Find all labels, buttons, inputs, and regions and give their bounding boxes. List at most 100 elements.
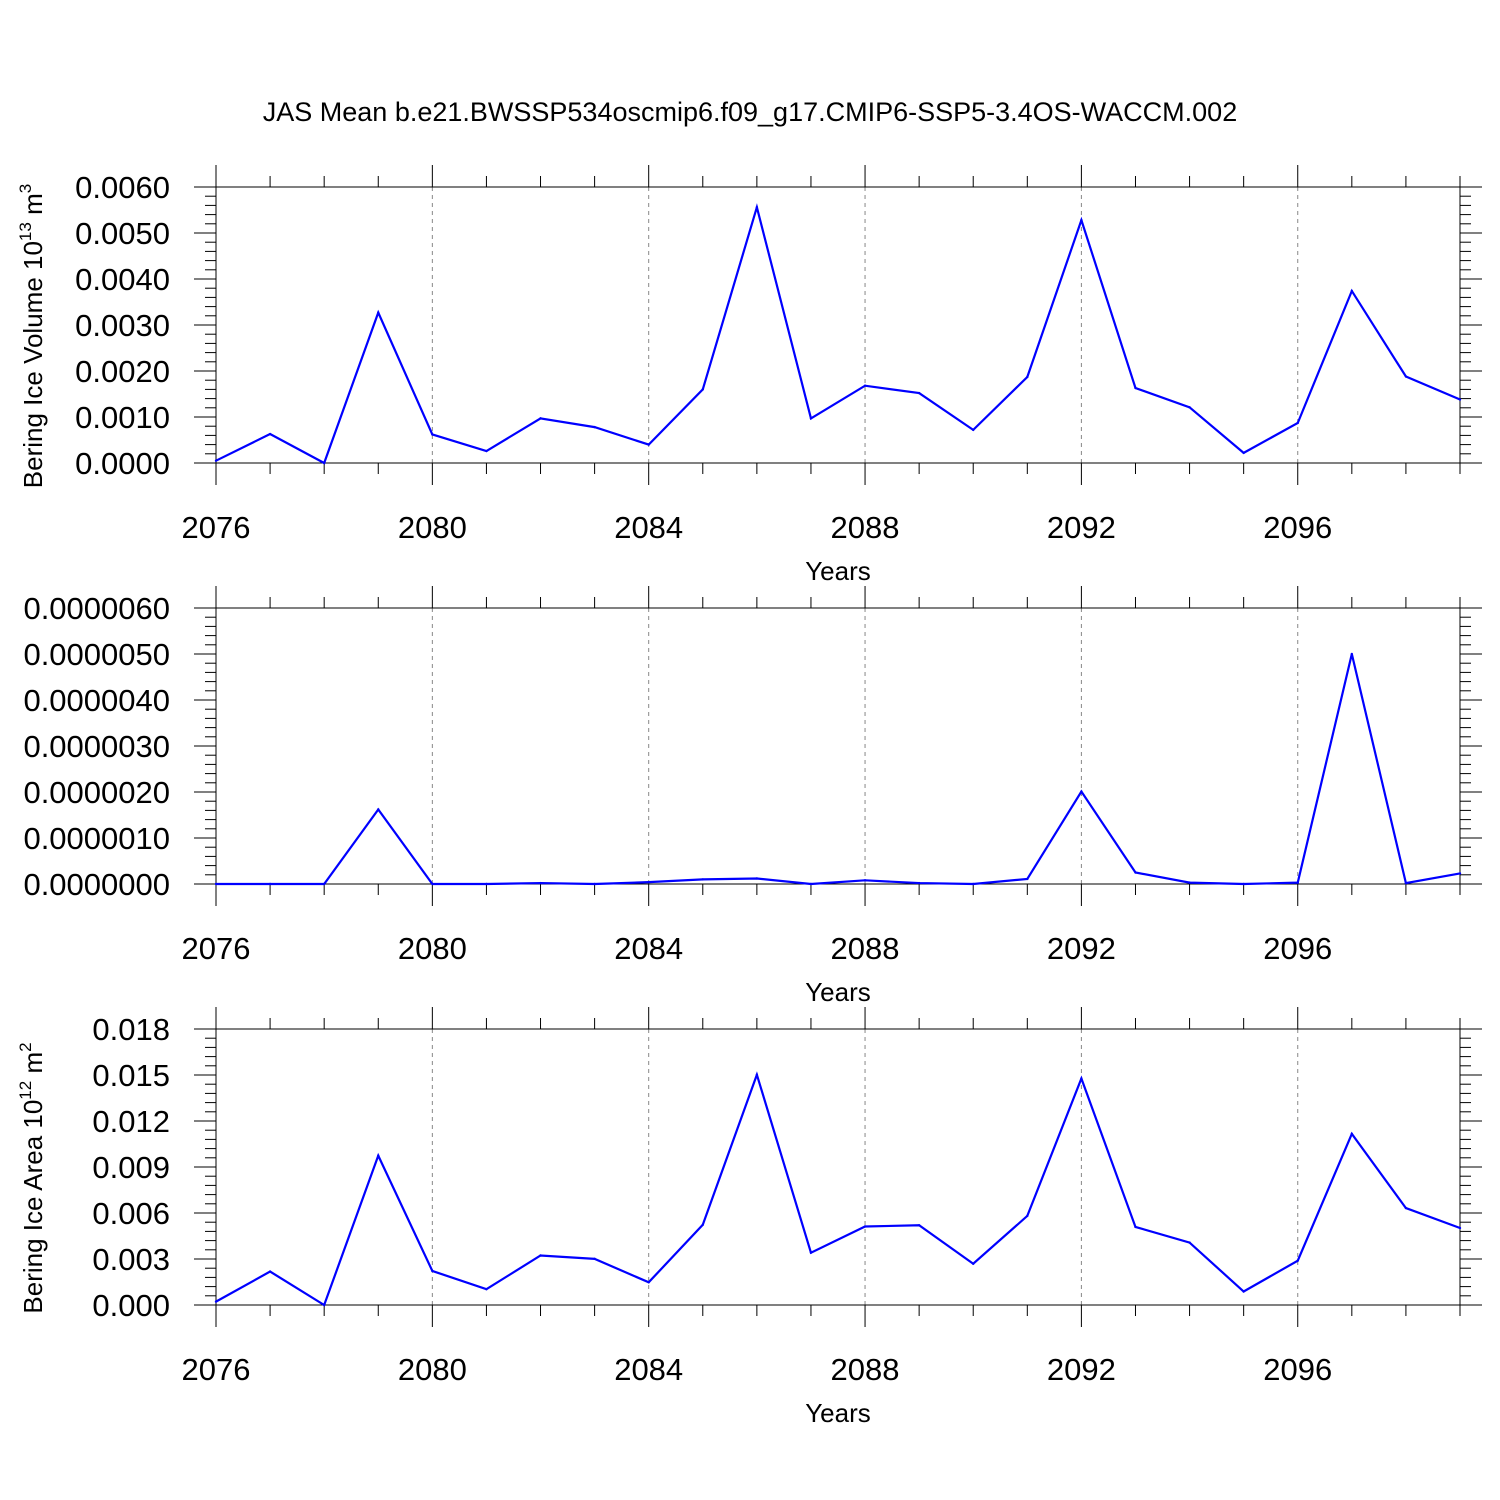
data-point xyxy=(701,1223,704,1227)
x-tick-label: 2096 xyxy=(1263,510,1332,545)
data-point xyxy=(972,1262,975,1265)
data-point xyxy=(322,461,326,465)
area-panel: 0.000 0.003 0.006 0.009 0.012 0.015 0.018 2076 2… xyxy=(16,1007,1482,1428)
data-point xyxy=(755,1073,759,1076)
y-tick-label: 0.000 xyxy=(92,1288,170,1323)
data-point xyxy=(593,1257,596,1261)
y-tick-label: 0.018 xyxy=(92,1012,170,1047)
x-tick-label: 2080 xyxy=(398,931,467,966)
data-point xyxy=(485,449,488,453)
chart-title: JAS Mean b.e21.BWSSP534oscmip6.f09_g17.C… xyxy=(263,97,1237,127)
y-tick-label: 0.0030 xyxy=(75,308,170,343)
x-tick-label: 2084 xyxy=(614,931,683,966)
data-point xyxy=(917,881,921,885)
data-point xyxy=(1080,790,1083,793)
y-tick-label: 0.006 xyxy=(92,1196,170,1231)
x-tick-label: 2092 xyxy=(1047,931,1116,966)
x-tick-label: 2084 xyxy=(614,1352,683,1387)
data-point xyxy=(485,1288,488,1291)
data-point xyxy=(1080,1077,1083,1080)
data-point xyxy=(647,1281,650,1284)
data-point xyxy=(1350,289,1354,293)
data-point xyxy=(1026,1214,1029,1218)
x-tick-label: 2092 xyxy=(1047,1352,1116,1387)
data-point xyxy=(1188,1241,1191,1244)
x-tick-label: 2080 xyxy=(398,1352,467,1387)
x-tick-label: 2076 xyxy=(182,931,251,966)
data-point xyxy=(1026,375,1029,379)
y-axis-title-part: m xyxy=(18,193,48,222)
y-tick-label: 0.0000020 xyxy=(23,775,170,810)
y-axis-title-superscript: 3 xyxy=(16,184,35,193)
data-point xyxy=(1404,375,1408,378)
data-point xyxy=(972,428,975,432)
y-tick-label: 0.003 xyxy=(92,1242,170,1277)
data-point xyxy=(1242,451,1245,455)
data-point xyxy=(1242,1290,1245,1293)
data-point xyxy=(268,882,272,886)
data-point xyxy=(1458,1226,1462,1230)
data-point xyxy=(322,882,326,886)
data-point xyxy=(1404,1206,1408,1210)
data-point xyxy=(863,1225,867,1228)
plot-frame xyxy=(215,186,1461,464)
x-tick-label: 2096 xyxy=(1263,1352,1332,1387)
x-tick-label: 2096 xyxy=(1263,931,1332,966)
data-point xyxy=(214,1300,218,1303)
data-point xyxy=(1026,877,1029,881)
data-point xyxy=(214,459,218,462)
y-tick-label: 0.0020 xyxy=(75,354,170,389)
data-point xyxy=(1458,398,1462,401)
data-point xyxy=(268,432,272,436)
y-tick-label: 0.0040 xyxy=(75,262,170,297)
y-tick-label: 0.0000060 xyxy=(23,591,170,626)
y-axis-title-superscript: 2 xyxy=(16,1042,35,1051)
data-point xyxy=(701,878,704,881)
data-point xyxy=(539,881,542,885)
data-point xyxy=(755,877,759,880)
data-point xyxy=(539,1254,542,1257)
x-tick-label: 2088 xyxy=(831,1352,900,1387)
data-point xyxy=(1134,1225,1137,1229)
data-point xyxy=(701,388,704,391)
data-point xyxy=(377,311,380,314)
x-tick-label: 2076 xyxy=(182,510,251,545)
y-tick-label: 0.0050 xyxy=(75,216,170,251)
data-point xyxy=(1350,1132,1354,1136)
y-tick-label: 0.012 xyxy=(92,1104,170,1139)
data-point xyxy=(863,879,867,882)
data-point xyxy=(322,1303,326,1307)
y-tick-label: 0.0000030 xyxy=(23,729,170,764)
y-axis-title: Bering Ice Area 1012 m2 xyxy=(16,1042,48,1313)
x-tick-label: 2088 xyxy=(831,510,900,545)
y-axis-title-part: Bering Ice Area 10 xyxy=(18,1100,48,1314)
y-tick-label: 0.009 xyxy=(92,1150,170,1185)
y-axis-title-part: Bering Ice Volume 10 xyxy=(18,241,48,488)
y-tick-label: 0.0000040 xyxy=(23,683,170,718)
data-point xyxy=(214,882,218,886)
x-axis-title: Years xyxy=(805,977,871,1007)
data-point xyxy=(593,425,596,429)
data-point xyxy=(1296,1259,1299,1262)
y-axis-title-superscript: 13 xyxy=(16,222,35,241)
data-point xyxy=(755,206,759,209)
y-axis-title: Bering Ice Volume 1013 m3 xyxy=(16,184,48,488)
data-point xyxy=(431,433,434,436)
y-tick-label: 0.0000050 xyxy=(23,637,170,672)
y-tick-label: 0.0010 xyxy=(75,400,170,435)
data-point xyxy=(539,417,542,420)
series-line xyxy=(216,653,1461,886)
y-tick-label: 0.0060 xyxy=(75,170,170,205)
y-tick-label: 0.0000000 xyxy=(23,867,170,902)
x-axis-title: Years xyxy=(805,1398,871,1428)
data-point xyxy=(972,882,975,886)
x-tick-label: 2088 xyxy=(831,931,900,966)
x-tick-label: 2080 xyxy=(398,510,467,545)
y-tick-label: 0.015 xyxy=(92,1058,170,1093)
series-line xyxy=(215,1071,1461,1307)
unlabeled-panel: 0.0000000 0.0000010 0.0000020 0.0000030 0.00… xyxy=(23,586,1482,1007)
data-point xyxy=(917,391,921,395)
data-point xyxy=(1296,421,1299,425)
data-point xyxy=(377,1154,380,1157)
